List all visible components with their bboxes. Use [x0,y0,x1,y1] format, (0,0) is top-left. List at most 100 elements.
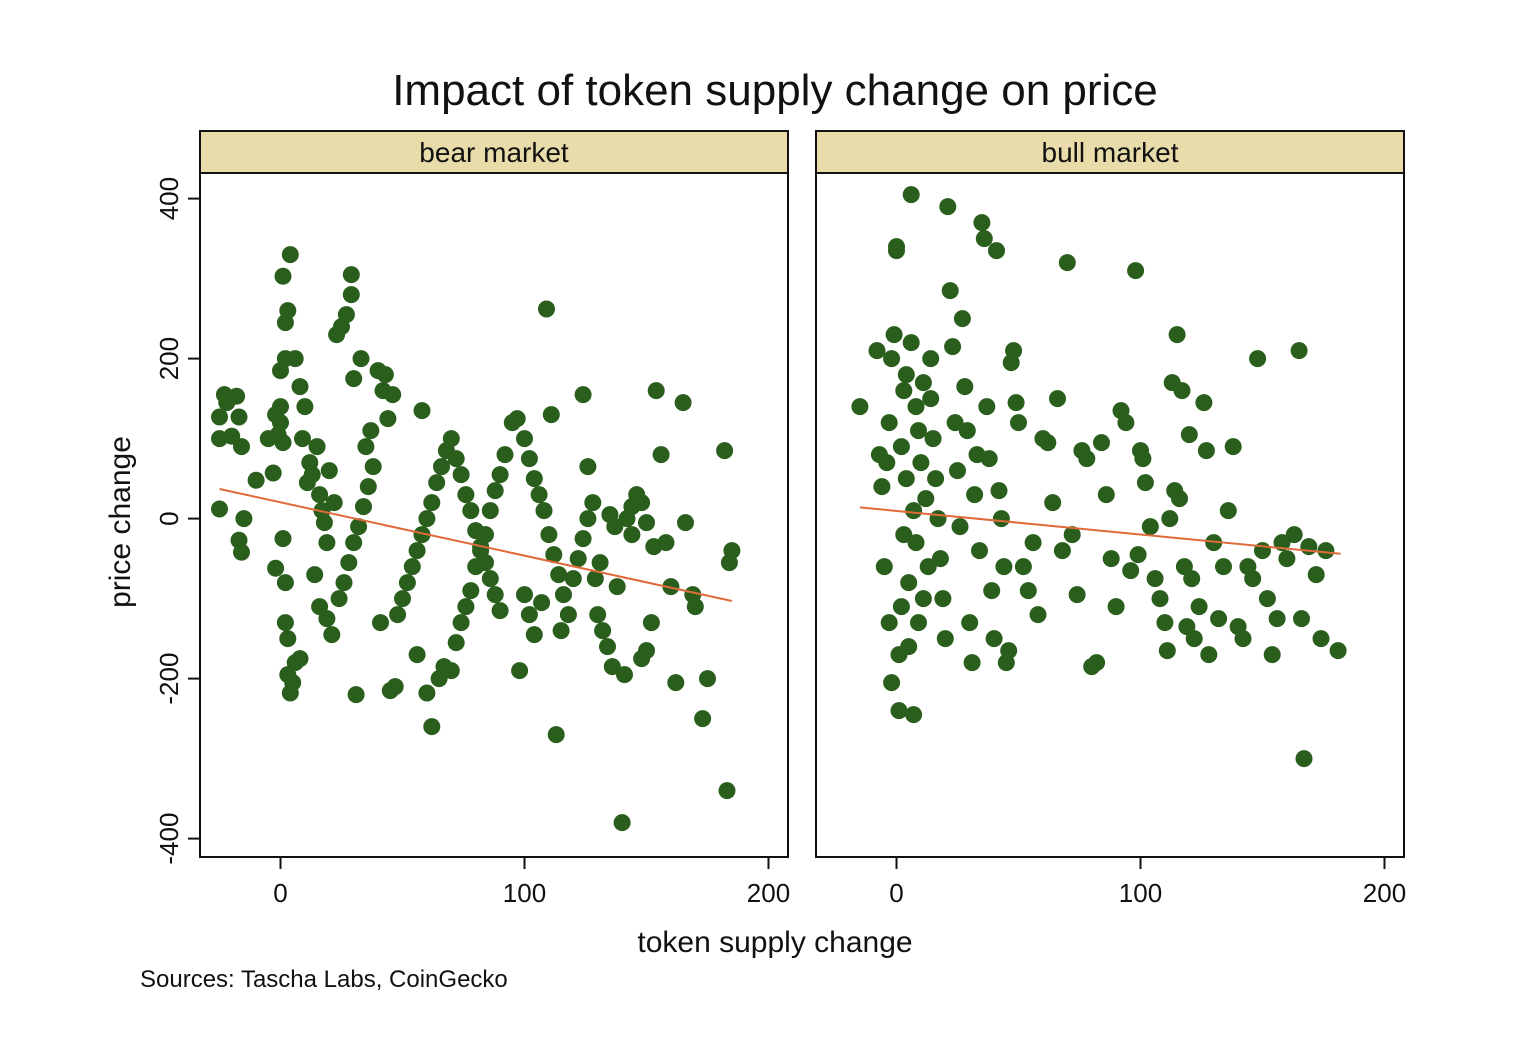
data-point [1151,590,1169,608]
data-point [990,482,1008,500]
x-tick-label: 100 [503,878,546,908]
data-point [1263,646,1281,664]
data-point [508,410,526,428]
data-point [284,674,302,692]
data-point [642,614,660,632]
data-point [927,470,945,488]
data-point [958,422,976,440]
data-point [272,398,289,416]
data-point [1158,642,1176,660]
data-point [1254,542,1271,560]
data-point [1044,494,1062,512]
data-point [1278,550,1296,568]
data-point [447,634,465,652]
data-point [272,414,289,432]
data-point [1039,434,1057,452]
data-point [633,494,651,512]
data-point [340,554,358,572]
data-point [686,598,704,616]
data-point [276,614,294,632]
data-point [433,458,450,476]
data-point [345,370,363,388]
data-point [975,230,993,248]
data-point [538,300,555,318]
data-point [325,494,343,512]
data-point [274,530,292,548]
data-point [892,598,910,616]
data-point [1068,586,1086,604]
data-point [1088,654,1106,672]
data-point [345,534,363,552]
data-point [342,286,360,304]
x-tick-label: 100 [1119,878,1162,908]
data-point [555,586,572,604]
data-point [574,530,592,548]
data-point [481,570,499,588]
data-point [418,510,436,528]
data-point [462,502,480,520]
data-point [623,526,641,544]
data-point [442,430,460,448]
data-point [579,458,597,476]
data-point [1183,570,1201,588]
data-point [890,702,908,720]
data-point [956,378,974,396]
data-point [1197,442,1215,460]
data-point [520,450,538,468]
data-point [1053,542,1071,560]
data-point [983,582,1001,600]
data-point [335,574,353,592]
data-point [973,214,991,232]
y-tick-label: -400 [154,813,184,865]
data-point [638,642,655,660]
data-point [569,550,587,568]
data-point [902,186,920,204]
data-point [988,242,1005,260]
data-point [386,678,404,696]
data-point [674,394,692,412]
data-point [330,590,348,608]
data-point [892,438,910,456]
data-point [462,582,480,600]
data-point [306,566,324,584]
data-point [542,406,560,424]
data-point [452,614,470,632]
data-point [230,408,248,426]
data-point [638,514,655,532]
data-point [961,614,979,632]
fit-line [859,506,1341,555]
data-point [442,662,460,680]
data-point [1000,642,1018,660]
data-point [922,350,940,368]
data-point [540,526,558,544]
data-point [352,350,370,368]
data-point [1007,394,1025,412]
data-point [1244,570,1262,588]
data-point [971,542,988,560]
data-point [428,474,446,492]
data-point [980,450,998,468]
data-point [1249,350,1267,368]
data-point [1195,394,1213,412]
panels-layer: bear market 0 100 200 -400 -200 0 200 400 bull ma… [154,130,1406,908]
data-point [342,266,360,284]
data-point [929,510,947,528]
data-point [320,462,338,480]
data-point [1063,526,1081,544]
data-point [374,382,392,400]
data-point [1307,566,1325,584]
data-point [545,546,563,564]
data-point [477,526,494,544]
data-point [1258,590,1276,608]
data-point [364,458,382,476]
data-point [486,482,504,500]
data-point [900,638,918,656]
data-point [1329,642,1347,660]
data-point [235,510,253,528]
data-point [1146,570,1164,588]
data-point [1215,558,1232,576]
source-note: Sources: Tascha Labs, CoinGecko [140,966,508,993]
data-point [900,574,918,592]
data-point [315,514,333,532]
data-point [533,594,551,612]
